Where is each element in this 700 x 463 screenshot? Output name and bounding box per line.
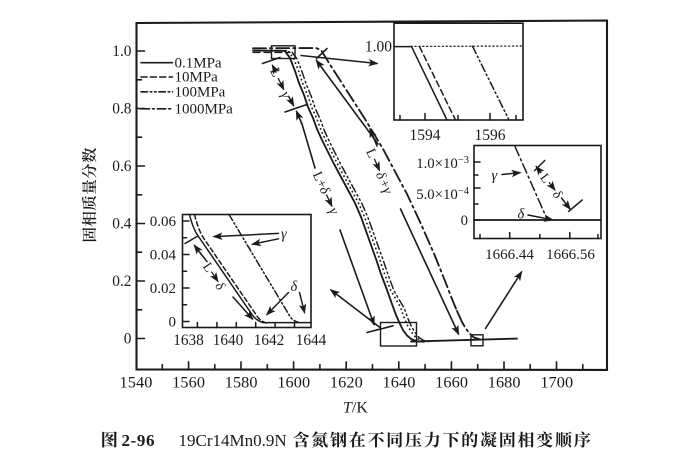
svg-text:1600: 1600 — [277, 373, 310, 392]
svg-text:1596: 1596 — [475, 127, 506, 144]
svg-text:0: 0 — [461, 213, 468, 229]
svg-text:2-96: 2-96 — [122, 431, 156, 450]
svg-text:0.04: 0.04 — [150, 248, 177, 264]
svg-text:1.0: 1.0 — [112, 43, 132, 60]
svg-text:1638: 1638 — [173, 332, 204, 349]
svg-text:1640: 1640 — [383, 373, 416, 392]
svg-text:δ: δ — [518, 207, 525, 223]
svg-text:1594: 1594 — [410, 127, 441, 144]
svg-text:1640: 1640 — [213, 332, 244, 349]
svg-text:δ: δ — [291, 279, 298, 295]
svg-text:1000MPa: 1000MPa — [175, 101, 234, 117]
svg-text:1.0×10−3: 1.0×10−3 — [416, 155, 469, 172]
svg-text:1680: 1680 — [488, 373, 521, 392]
svg-text:1620: 1620 — [330, 373, 363, 392]
svg-text:γ: γ — [379, 185, 395, 197]
svg-text:19Cr14Mn0.9N: 19Cr14Mn0.9N — [179, 431, 287, 450]
svg-text:1580: 1580 — [225, 373, 258, 392]
svg-text:1642: 1642 — [254, 332, 285, 349]
svg-text:5.0×10−4: 5.0×10−4 — [416, 186, 470, 203]
svg-text:1666.44: 1666.44 — [485, 247, 534, 263]
svg-text:0.8: 0.8 — [112, 101, 132, 118]
svg-text:0: 0 — [169, 315, 177, 331]
svg-text:0.06: 0.06 — [150, 214, 177, 230]
svg-text:γ: γ — [325, 205, 341, 217]
svg-text:0.4: 0.4 — [112, 216, 132, 233]
svg-text:10MPa: 10MPa — [175, 70, 219, 86]
svg-text:0.2: 0.2 — [112, 273, 131, 290]
svg-text:0: 0 — [124, 331, 132, 348]
svg-text:1700: 1700 — [540, 373, 573, 392]
svg-text:100MPa: 100MPa — [175, 84, 226, 100]
svg-text:1660: 1660 — [435, 373, 468, 392]
svg-text:0.1MPa: 0.1MPa — [175, 55, 222, 71]
svg-text:0.6: 0.6 — [112, 158, 132, 175]
svg-text:γ: γ — [281, 227, 288, 243]
svg-text:γ: γ — [492, 168, 499, 184]
svg-text:1540: 1540 — [120, 373, 153, 392]
svg-text:0.02: 0.02 — [150, 281, 176, 297]
svg-text:1644: 1644 — [296, 332, 327, 349]
svg-text:1.00: 1.00 — [365, 39, 392, 56]
svg-text:1666.56: 1666.56 — [546, 247, 595, 263]
svg-text:T/K: T/K — [343, 400, 368, 417]
svg-text:γ: γ — [277, 89, 293, 101]
svg-text:1560: 1560 — [172, 373, 205, 392]
